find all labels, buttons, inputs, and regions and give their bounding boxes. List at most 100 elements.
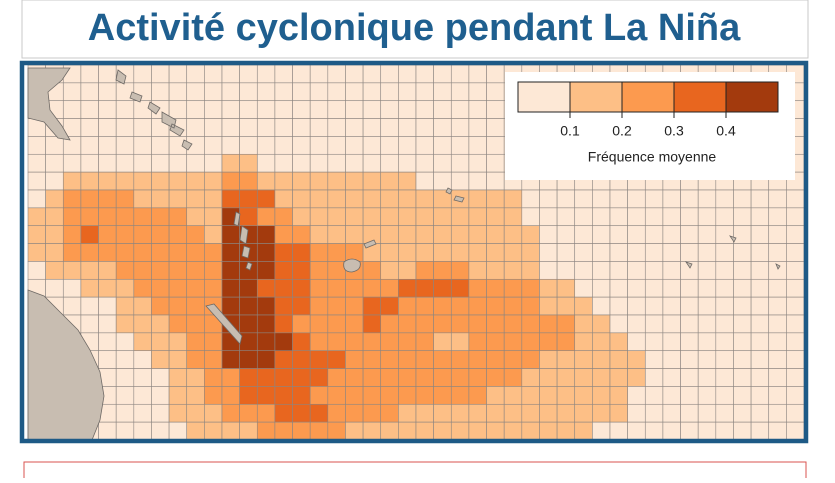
heat-cell [468, 350, 487, 369]
heat-cell [715, 207, 734, 227]
heat-cell [98, 100, 117, 119]
heat-cell [327, 421, 346, 441]
heat-cell [204, 368, 223, 387]
heat-cell [592, 368, 611, 387]
heat-cell [539, 225, 558, 244]
heat-cell [327, 136, 346, 155]
heat-cell [98, 136, 117, 155]
heat-cell [151, 386, 170, 405]
heat-cell [27, 207, 46, 227]
heat-cell [362, 332, 382, 352]
heat-cell [186, 118, 205, 137]
heat-cell [556, 403, 576, 423]
heat-cell [486, 64, 505, 84]
heat-cell [274, 189, 293, 209]
heat-cell [80, 64, 99, 84]
heat-cell [415, 100, 434, 119]
heat-cell [521, 421, 540, 441]
heat-cell [715, 421, 734, 441]
heat-cell [450, 243, 470, 262]
heat-cell [380, 368, 399, 387]
heat-cell [345, 243, 364, 262]
heat-cell [450, 64, 470, 84]
heat-cell [539, 261, 558, 280]
heat-cell [292, 64, 311, 84]
heat-cell [468, 278, 487, 298]
heat-cell [204, 153, 223, 173]
heat-cell [309, 296, 329, 316]
heat-cell [380, 100, 399, 119]
heat-cell [380, 189, 399, 209]
heat-cell [345, 82, 364, 102]
heat-cell [574, 189, 593, 209]
heat-cell [521, 332, 540, 352]
heat-cell [221, 261, 240, 280]
heat-cell [592, 386, 611, 405]
heat-cell [327, 261, 346, 280]
heat-cell [627, 225, 646, 244]
heat-cell [398, 261, 417, 280]
heat-cell [133, 350, 152, 369]
heat-cell [362, 296, 382, 316]
heat-cell [380, 153, 399, 173]
heat-cell [186, 153, 205, 173]
heat-cell [750, 189, 770, 209]
heat-cell [450, 278, 470, 298]
heat-cell [380, 207, 399, 227]
heat-cell [415, 314, 434, 334]
heat-cell [768, 189, 787, 209]
heat-cell [292, 403, 311, 423]
heat-cell [168, 386, 188, 405]
heat-cell [309, 403, 329, 423]
heat-cell [433, 100, 452, 119]
heat-cell [433, 153, 452, 173]
heat-cell [186, 350, 205, 369]
heat-cell [98, 243, 117, 262]
heat-cell [345, 386, 364, 405]
heat-cell [274, 296, 293, 316]
heat-cell [662, 243, 681, 262]
heat-cell [380, 350, 399, 369]
heat-cell [221, 368, 240, 387]
heat-cell [486, 171, 505, 191]
heat-cell [786, 278, 805, 298]
heat-cell [62, 153, 82, 173]
heat-cell [62, 189, 82, 209]
heat-cell [204, 243, 223, 262]
heat-cell [521, 261, 540, 280]
heat-cell [239, 368, 258, 387]
heat-cell [98, 118, 117, 137]
heat-cell [750, 350, 770, 369]
heat-cell [627, 350, 646, 369]
legend-tick-label: 0.4 [716, 123, 736, 139]
heat-cell [380, 421, 399, 441]
heat-cell [380, 386, 399, 405]
heat-cell [662, 189, 681, 209]
heat-cell [450, 171, 470, 191]
heat-cell [750, 314, 770, 334]
heat-cell [45, 207, 64, 227]
heat-cell [486, 153, 505, 173]
heat-cell [627, 403, 646, 423]
heat-cell [539, 421, 558, 441]
legend-swatch [517, 81, 571, 113]
heat-cell [221, 278, 240, 298]
heat-cell [539, 332, 558, 352]
heat-cell [292, 100, 311, 119]
heat-cell [345, 350, 364, 369]
heat-cell [133, 64, 152, 84]
heat-cell [398, 82, 417, 102]
heat-cell [362, 171, 382, 191]
heat-cell [398, 100, 417, 119]
heat-cell [398, 189, 417, 209]
heat-cell [27, 136, 46, 155]
heat-cell [292, 189, 311, 209]
heat-cell [750, 207, 770, 227]
heat-cell [574, 314, 593, 334]
heat-cell [221, 189, 240, 209]
heat-cell [62, 296, 82, 316]
heat-cell [521, 314, 540, 334]
heat-cell [133, 118, 152, 137]
heat-cell [539, 403, 558, 423]
heat-cell [362, 261, 382, 280]
